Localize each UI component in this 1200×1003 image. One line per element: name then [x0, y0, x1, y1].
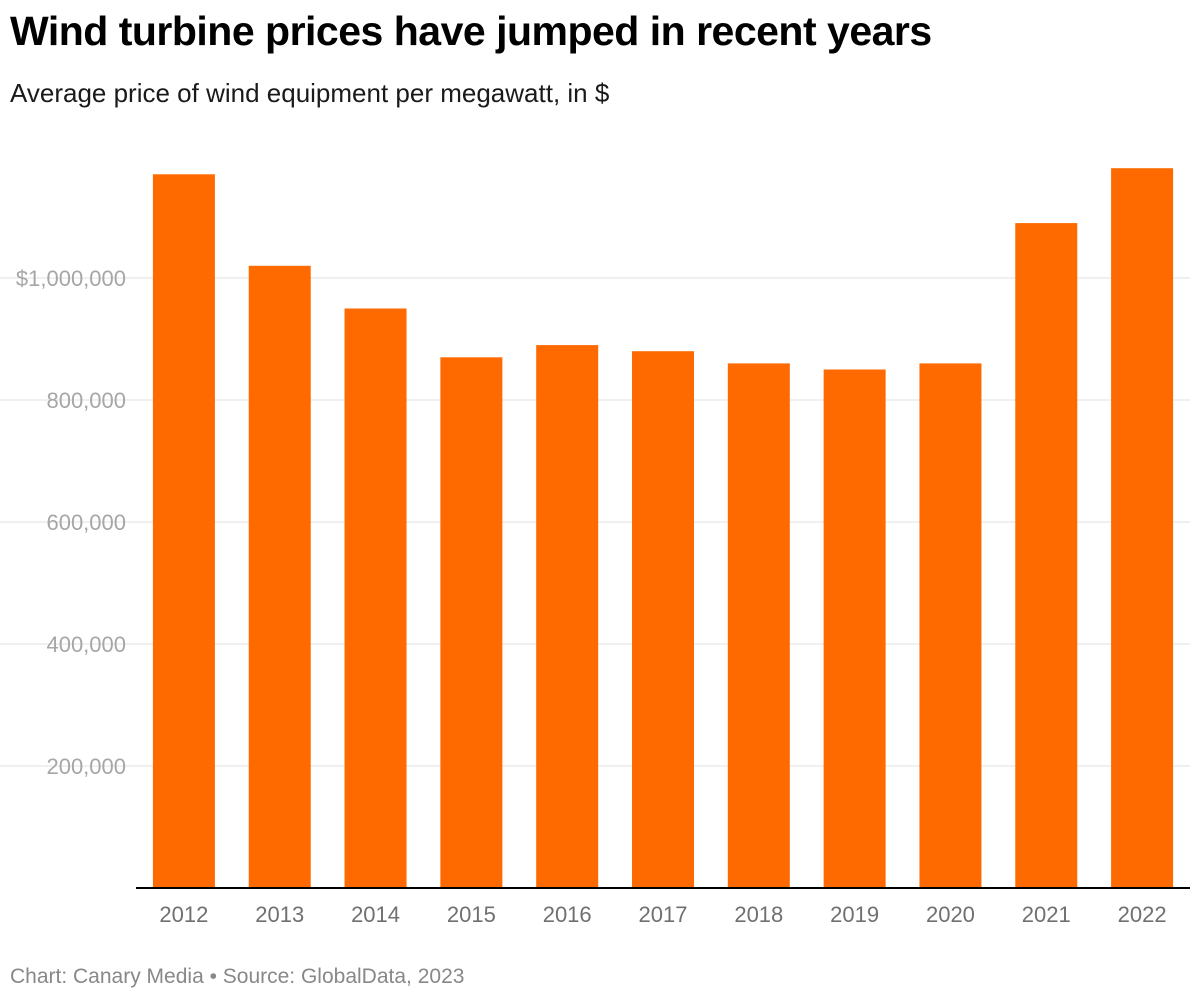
x-tick-label: 2013 [255, 902, 304, 927]
y-tick-label: 600,000 [46, 510, 126, 535]
bar-2012 [152, 174, 215, 889]
y-tick-label: 200,000 [46, 754, 126, 779]
bar-2016 [536, 345, 599, 889]
chart-subtitle: Average price of wind equipment per mega… [10, 78, 610, 108]
bar-2015 [440, 357, 503, 888]
bar-2019 [823, 369, 886, 888]
x-tick-label: 2022 [1118, 902, 1167, 927]
x-tick-label: 2017 [639, 902, 688, 927]
y-tick-label: $1,000,000 [16, 266, 126, 291]
x-tick-label: 2019 [830, 902, 879, 927]
chart-title: Wind turbine prices have jumped in recen… [10, 8, 932, 54]
bars [152, 168, 1174, 889]
x-tick-label: 2020 [926, 902, 975, 927]
x-tick-label: 2015 [447, 902, 496, 927]
bar-2022 [1111, 168, 1174, 888]
bar-2018 [727, 363, 790, 888]
x-axis-tick-labels: 2012 2013 2014 2015 2016 2017 2018 2019 2020 2021… [159, 902, 1166, 927]
chart-source-note: Chart: Canary Media • Source: GlobalData… [10, 965, 465, 988]
bar-2014 [344, 308, 407, 888]
bar-2017 [632, 351, 694, 888]
bar-2020 [919, 363, 982, 888]
y-tick-label: 400,000 [46, 632, 126, 657]
x-tick-label: 2016 [543, 902, 592, 927]
y-axis-tick-labels: 200,000 400,000 600,000 800,000 $1,000,000 [16, 266, 126, 779]
x-tick-label: 2018 [734, 902, 783, 927]
bar-2013 [248, 265, 311, 888]
bar-2021 [1015, 223, 1078, 889]
x-tick-label: 2012 [159, 902, 208, 927]
y-tick-label: 800,000 [46, 388, 126, 413]
x-tick-label: 2014 [351, 902, 400, 927]
x-tick-label: 2021 [1022, 902, 1071, 927]
